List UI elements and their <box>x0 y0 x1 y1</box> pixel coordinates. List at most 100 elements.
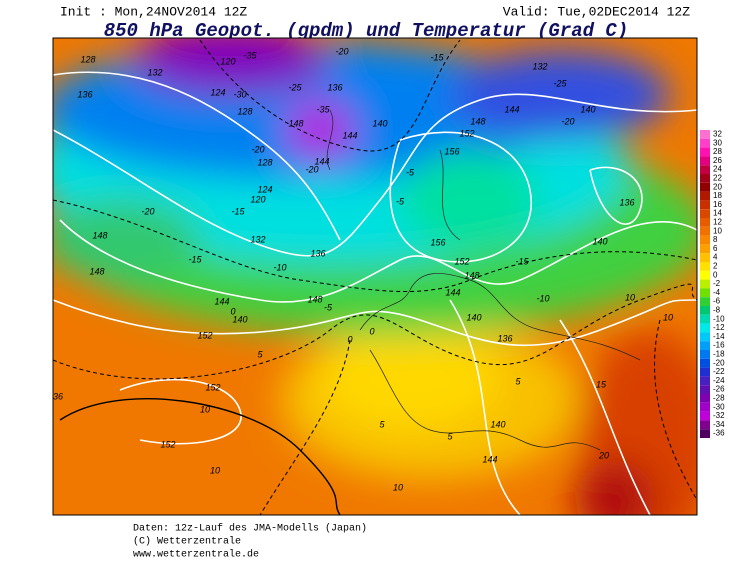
contour-label: 10 <box>393 482 403 492</box>
contour-label: 152 <box>454 256 469 266</box>
contour-label: 136 <box>497 333 512 343</box>
contour-label: -10 <box>273 262 286 272</box>
contour-label: 148 <box>470 116 485 126</box>
coastlines <box>326 109 641 451</box>
color-swatch <box>700 402 710 412</box>
color-level-label: 10 <box>713 226 722 235</box>
color-legend: 32302826242220181614121086420-2-4-6-8-10… <box>700 130 725 438</box>
color-level-label: -4 <box>713 288 721 297</box>
contour-label: 152 <box>459 128 474 138</box>
contour-label: 156 <box>444 146 459 156</box>
map-area: 128 132 136 120 -35 124 -30 128 -20 -25 136 -35 148 1… <box>53 38 697 515</box>
color-level-label: -26 <box>713 385 725 394</box>
contour-label: -30 <box>233 89 246 99</box>
color-swatch <box>700 270 710 280</box>
contour-label: 120 <box>220 56 235 66</box>
color-swatch <box>700 156 710 166</box>
color-level-label: 0 <box>713 270 718 279</box>
map-frame <box>52 37 698 516</box>
contour-label: 0 <box>230 306 235 316</box>
color-swatch <box>700 411 710 421</box>
color-level-label: 6 <box>713 244 718 253</box>
contour-label: 0 <box>369 326 374 336</box>
color-swatch <box>700 376 710 386</box>
color-swatch <box>700 350 710 359</box>
contour-label: -5 <box>324 302 333 312</box>
contour-label: 144 <box>504 104 519 114</box>
color-swatch <box>700 306 710 315</box>
color-level-label: 12 <box>713 218 722 227</box>
contour-label: 140 <box>232 314 247 324</box>
contour-label: -35 <box>243 50 257 60</box>
color-swatch <box>700 253 710 262</box>
contour-label: -20 <box>561 116 574 126</box>
color-swatch <box>700 174 710 183</box>
contour-label: 136 <box>77 89 92 99</box>
color-swatch <box>700 323 710 333</box>
color-level-label: -36 <box>713 429 725 438</box>
color-swatch <box>700 165 710 174</box>
contour-label: 140 <box>372 118 387 128</box>
contour-label: -5 <box>396 196 405 206</box>
contour-label: -20 <box>251 144 264 154</box>
color-level-label: -20 <box>713 358 725 367</box>
contour-label: 144 <box>314 156 329 166</box>
contour-label: -15 <box>231 206 245 216</box>
contour-label: 5 <box>447 431 453 441</box>
color-level-label: 2 <box>713 262 718 271</box>
contour-label: 5 <box>379 419 385 429</box>
footer-source: Daten: 12z-Lauf des JMA-Modells (Japan) <box>133 523 367 535</box>
color-level-label: -22 <box>713 367 725 376</box>
color-level-label: 18 <box>713 191 722 200</box>
contour-label: 0 <box>347 334 352 344</box>
color-level-label: 4 <box>713 253 718 262</box>
footer-copyright: (C) Wetterzentrale <box>133 536 241 548</box>
contour-label: -15 <box>430 52 444 62</box>
contour-label: 148 <box>89 266 104 276</box>
contour-label: 136 <box>327 82 342 92</box>
color-level-label: 22 <box>713 174 722 183</box>
color-swatch <box>700 235 710 245</box>
contour-label: 152 <box>205 382 220 392</box>
init-time: Init : Mon,24NOV2014 12Z <box>60 4 247 19</box>
color-level-label: -8 <box>713 306 721 315</box>
contour-label: 144 <box>445 287 460 297</box>
color-level-label: 16 <box>713 200 722 209</box>
contour-label: 132 <box>250 234 265 244</box>
temperature-field <box>53 38 697 515</box>
color-level-label: -14 <box>713 332 725 341</box>
color-level-label: -34 <box>713 420 725 429</box>
color-level-label: 8 <box>713 235 718 244</box>
contour-label: 152 <box>160 439 175 449</box>
contour-label: 144 <box>482 454 497 464</box>
contour-label: 148 <box>307 294 322 304</box>
contour-label: 124 <box>257 184 272 194</box>
height-contours <box>53 71 697 515</box>
color-level-label: 30 <box>713 138 722 147</box>
map-title: 850 hPa Geopot. (gpdm) und Temperatur (G… <box>104 20 629 42</box>
contour-label: -20 <box>141 206 154 216</box>
color-swatch <box>700 218 710 227</box>
color-swatch <box>700 288 710 298</box>
contour-label: 148 <box>288 118 303 128</box>
contour-label: 128 <box>257 157 272 167</box>
contour-label: 132 <box>532 61 547 71</box>
color-level-label: -12 <box>713 323 725 332</box>
color-swatch <box>700 130 710 139</box>
contour-label: -25 <box>553 78 567 88</box>
color-swatch <box>700 209 710 218</box>
color-swatch <box>700 367 710 377</box>
color-level-label: -30 <box>713 402 725 411</box>
color-swatch <box>700 394 710 403</box>
contour-label: -20 <box>305 164 318 174</box>
contour-label: 128 <box>80 54 95 64</box>
color-swatch <box>700 200 710 210</box>
color-swatch <box>700 314 710 324</box>
color-level-label: -2 <box>713 279 721 288</box>
contour-label: -15 <box>188 254 202 264</box>
contour-label: 136 <box>310 248 325 258</box>
color-swatch <box>700 332 710 342</box>
color-level-label: -18 <box>713 350 725 359</box>
contour-label: 152 <box>197 330 212 340</box>
